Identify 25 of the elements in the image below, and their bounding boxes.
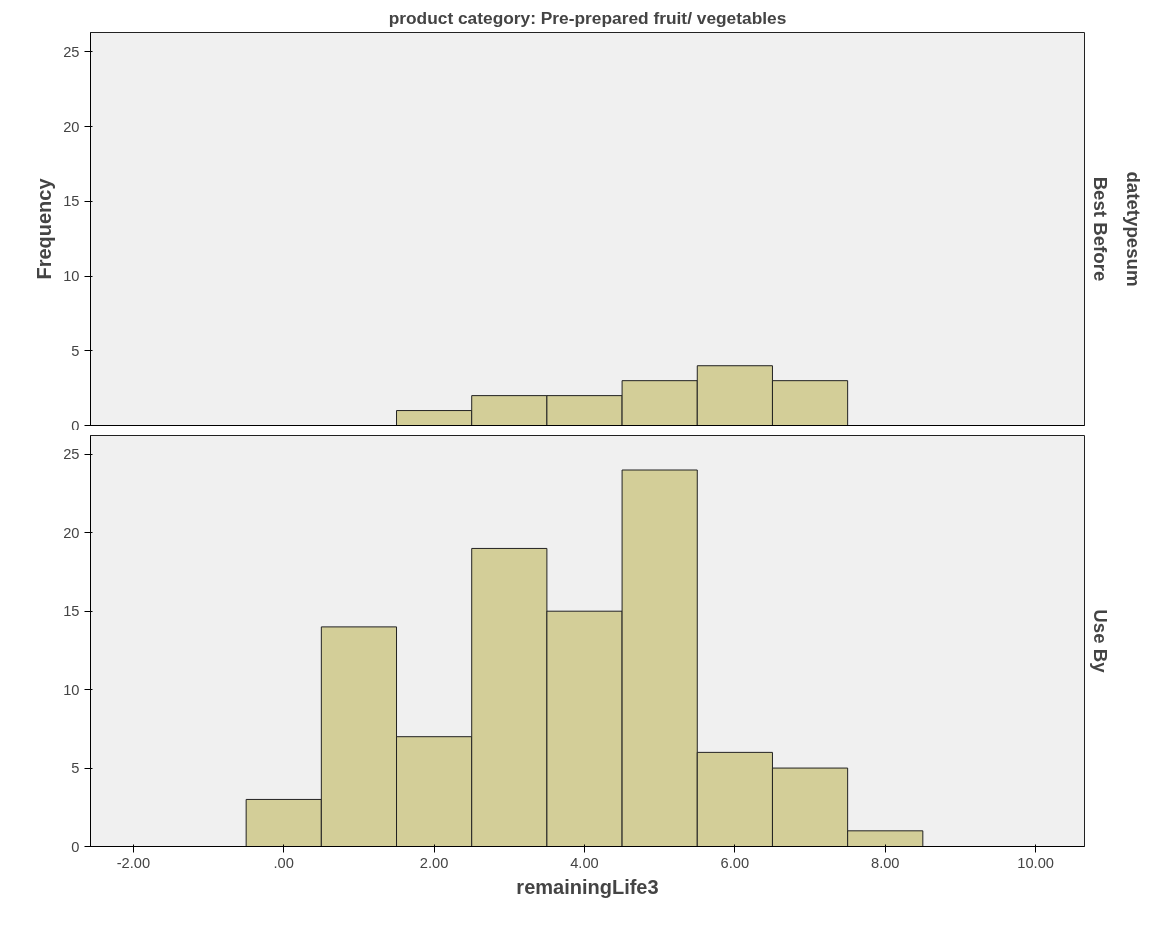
y-tick-label: 0 — [71, 838, 80, 855]
y-tick-label: 10 — [63, 268, 80, 285]
y-tick-label: 0 — [71, 417, 80, 434]
y-axis-title: Frequency — [33, 177, 56, 280]
y-tick-label: 5 — [71, 342, 80, 359]
y-tick-label: 25 — [63, 446, 80, 463]
y-tick-label: 20 — [63, 118, 80, 135]
text: datetypesum — [1122, 171, 1144, 287]
x-tick-label: 2.00 — [419, 854, 449, 871]
y-tick-label: 25 — [63, 43, 80, 60]
x-tick-label: -2.00 — [116, 854, 151, 871]
x-tick-label: 10.00 — [1017, 854, 1054, 871]
x-tick-label: .00 — [273, 854, 294, 871]
text: Best Before — [1089, 176, 1111, 282]
text: Use By — [1089, 609, 1111, 674]
x-tick-label: 8.00 — [870, 854, 900, 871]
x-tick-label: 6.00 — [720, 854, 750, 871]
y-tick-label: 20 — [63, 524, 80, 541]
y-tick-label: 15 — [63, 603, 80, 620]
x-tick-label: 4.00 — [570, 854, 599, 871]
y-tick-label: 15 — [63, 193, 80, 210]
chart-title: product category: Pre-prepared fruit/ vegetables — [388, 7, 787, 28]
y-tick-label: 10 — [63, 681, 80, 698]
x-axis-title: remainingLife3 — [516, 875, 659, 898]
y-tick-label: 5 — [71, 760, 80, 777]
